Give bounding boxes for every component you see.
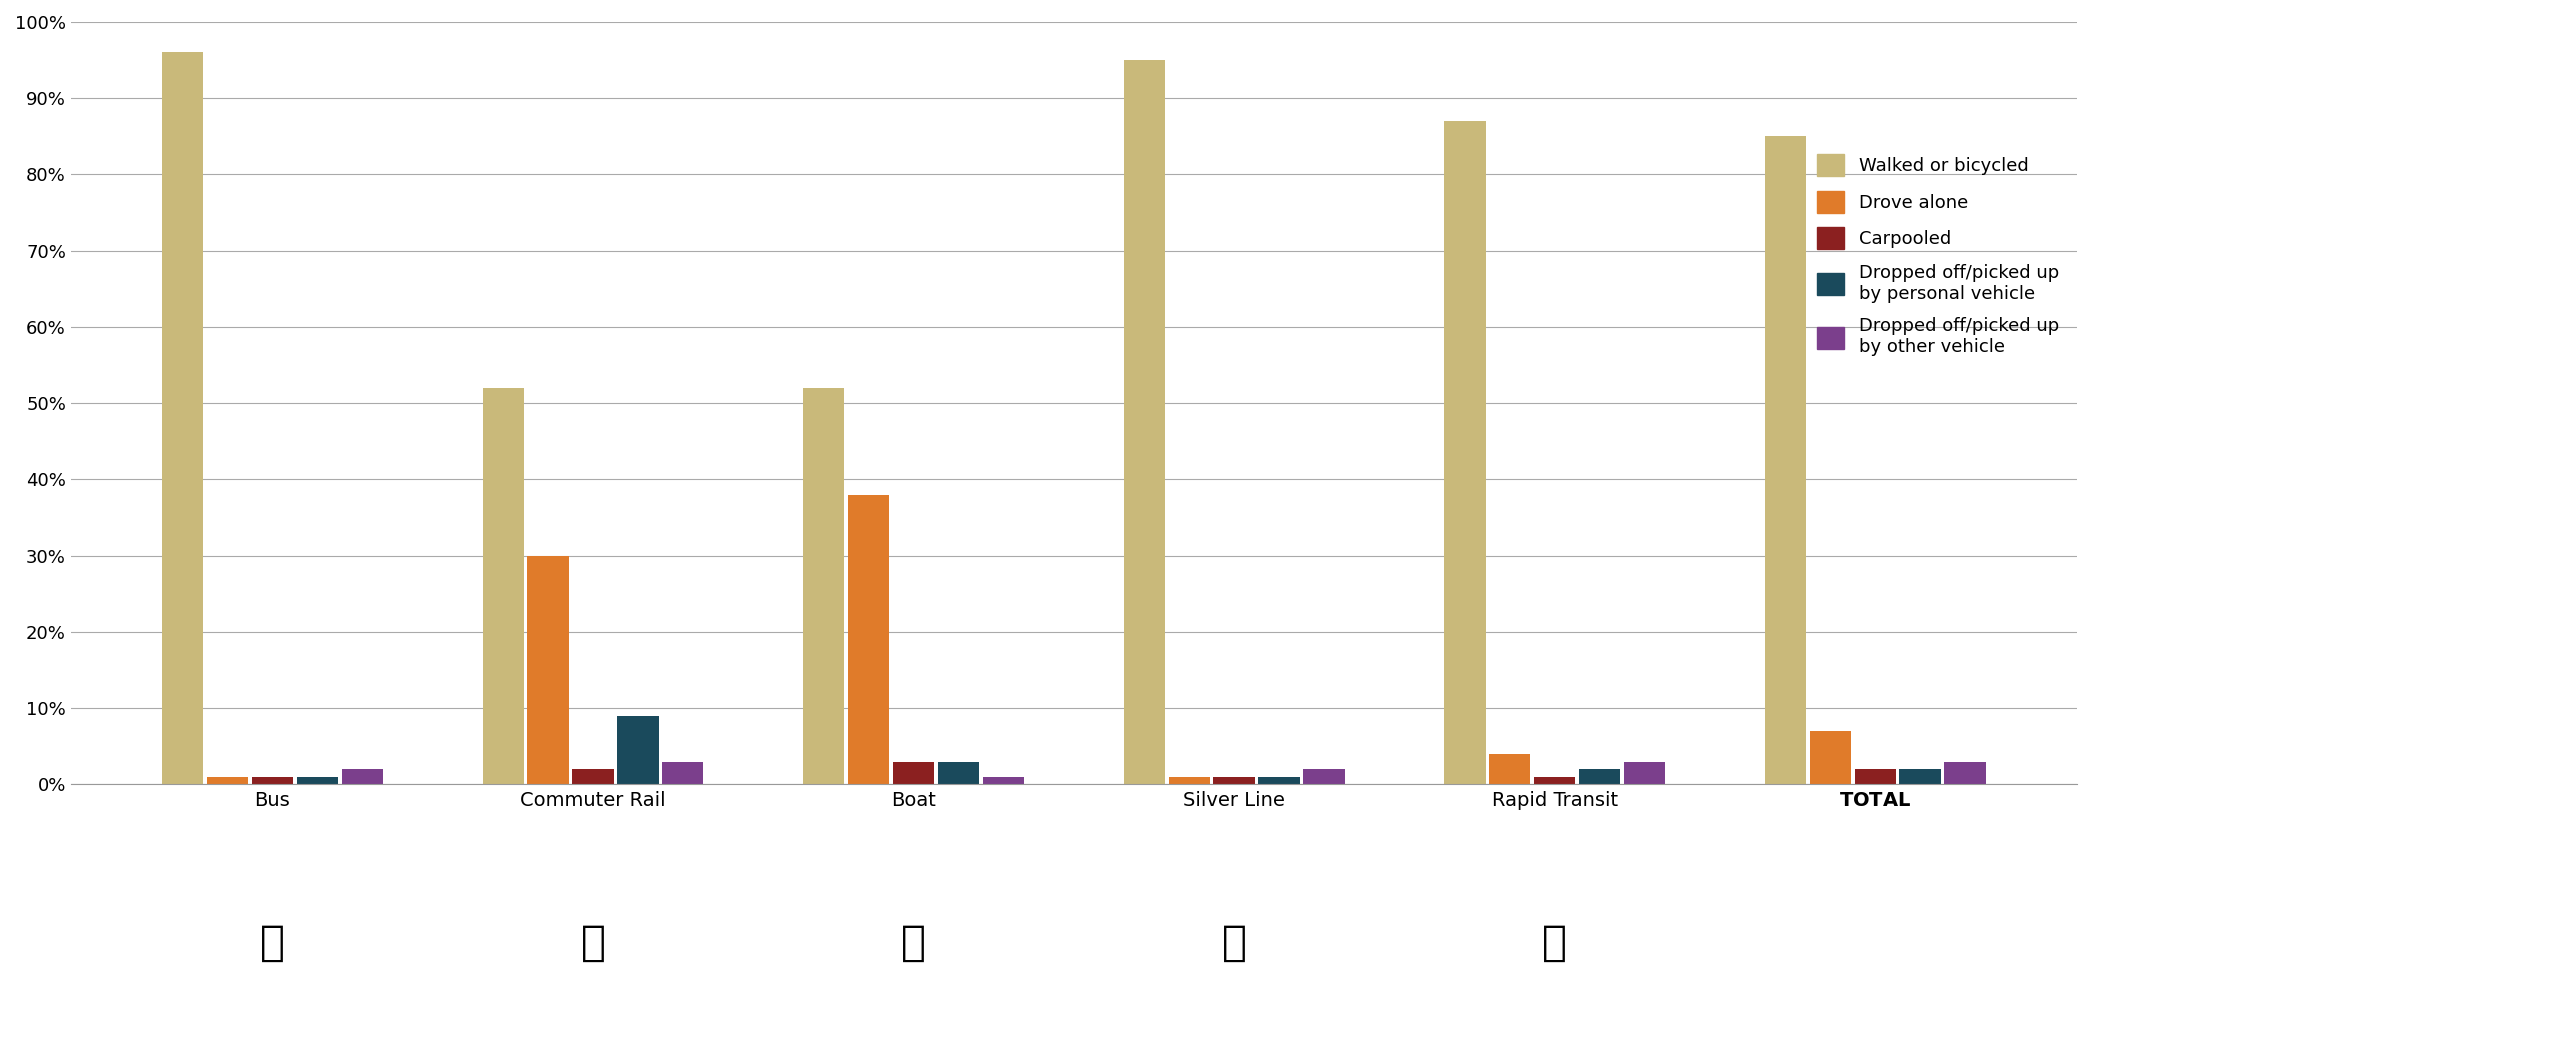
Bar [163,53,204,784]
Bar [1214,777,1255,784]
Bar [1625,761,1666,784]
Bar [571,769,615,784]
Bar [528,556,569,784]
Text: 🚇: 🚇 [1543,922,1566,963]
Bar [617,716,658,784]
Bar [893,761,934,784]
Legend: Walked or bicycled, Drove alone, Carpooled, Dropped off/picked up
by personal ve: Walked or bicycled, Drove alone, Carpool… [1809,145,2069,365]
Bar [1809,731,1852,784]
Bar [1168,777,1209,784]
Bar [1125,60,1166,784]
Bar [1304,769,1344,784]
Bar [1765,136,1806,784]
Bar [207,777,247,784]
Bar [1855,769,1895,784]
Text: 🚌: 🚌 [260,922,286,963]
Bar [847,495,890,784]
Bar [939,761,980,784]
Bar [1579,769,1620,784]
Text: 🚂: 🚂 [582,922,605,963]
Text: ⛴: ⛴ [901,922,926,963]
Bar [296,777,337,784]
Bar [804,388,844,784]
Bar [253,777,293,784]
Bar [982,777,1023,784]
Bar [1258,777,1298,784]
Bar [1900,769,1941,784]
Bar [1944,761,1985,784]
Bar [482,388,523,784]
Bar [1444,121,1485,784]
Bar [1533,777,1577,784]
Bar [663,761,704,784]
Text: 🚌: 🚌 [1222,922,1247,963]
Bar [342,769,383,784]
Bar [1490,754,1531,784]
